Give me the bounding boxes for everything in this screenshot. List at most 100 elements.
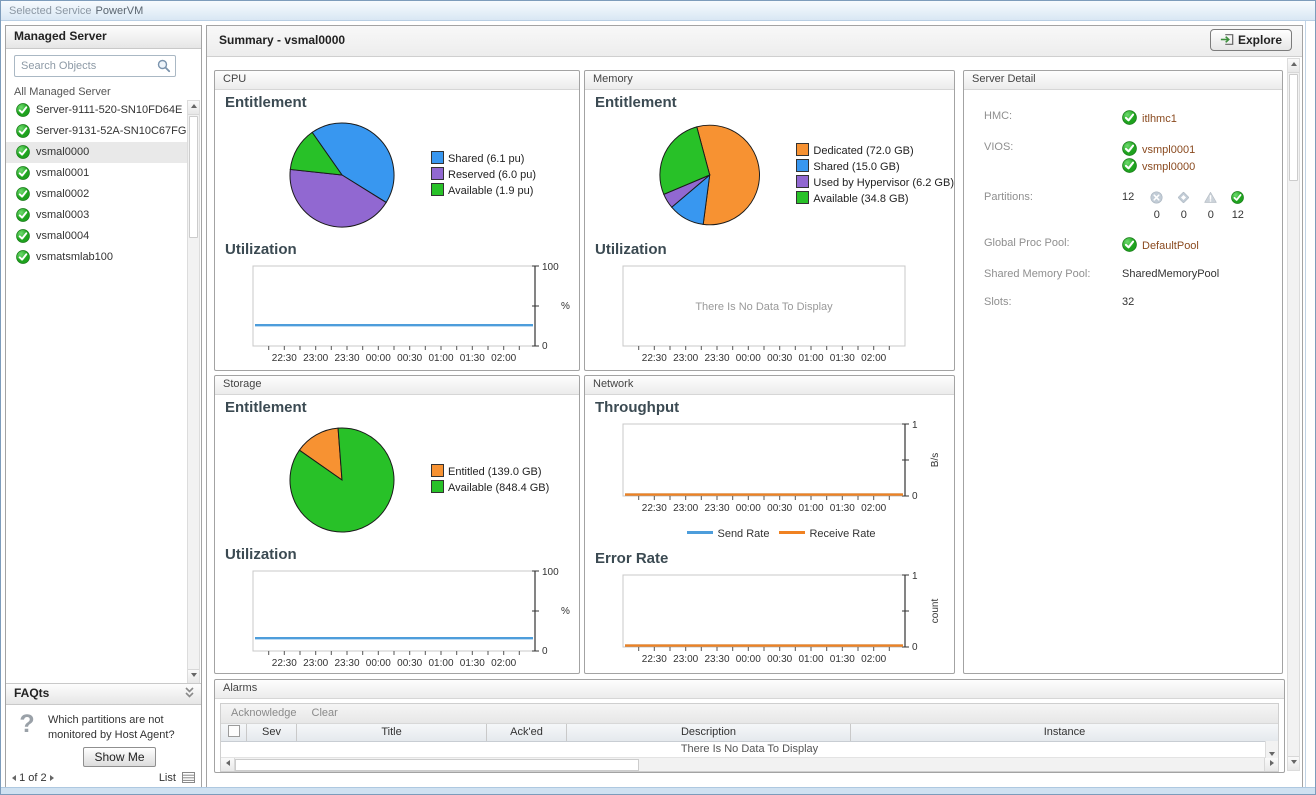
svg-text:01:00: 01:00 [798,503,823,514]
server-list-item[interactable]: vsmatsmlab100 [6,247,187,268]
scrollbar-thumb[interactable] [189,116,198,238]
legend-item: Entitled (139.0 GB) [431,464,549,480]
legend-item: Shared (15.0 GB) [796,159,954,175]
storage-utilization-heading: Utilization [225,546,297,563]
server-list-item[interactable]: vsmal0000 [6,142,187,163]
legend-item: Available (34.8 GB) [796,191,954,207]
memory-panel-title: Memory [585,71,954,90]
svg-text:00:30: 00:30 [767,654,792,665]
hmc-link[interactable]: itlhmc1 [1142,113,1177,125]
partitions-row: Partitions: 12 0 0 [984,191,1282,221]
server-name: vsmal0003 [36,209,90,221]
list-view-icon [182,771,195,789]
server-detail-panel: Server Detail HMC: itlhmc1 VIOS: vsmpl00… [963,70,1283,674]
selected-service-value: PowerVM [95,5,144,17]
server-name: vsmatsmlab100 [36,251,114,263]
svg-text:22:30: 22:30 [642,503,667,514]
status-normal-icon [16,250,30,264]
status-normal-icon [1122,110,1137,125]
scroll-down-icon[interactable] [188,669,199,683]
svg-text:02:00: 02:00 [491,353,516,364]
svg-text:22:30: 22:30 [272,658,297,669]
partitions-label: Partitions: [984,191,1033,203]
select-all-cell [221,724,247,741]
svg-text:%: % [561,301,570,312]
server-list-item[interactable]: vsmal0001 [6,163,187,184]
faqts-header: FAQts [6,684,201,705]
svg-text:0: 0 [542,341,548,352]
svg-text:B/s: B/s [930,453,941,467]
clear-button[interactable]: Clear [311,707,338,719]
column-header-description[interactable]: Description [567,724,851,741]
svg-text:01:00: 01:00 [798,353,823,364]
search-input[interactable] [19,57,153,75]
explore-button[interactable]: Explore [1209,29,1292,51]
svg-text:23:00: 23:00 [303,658,328,669]
status-normal-icon [16,103,30,117]
svg-text:0: 0 [912,642,918,653]
server-name: vsmal0002 [36,188,90,200]
search-icon[interactable] [156,58,172,74]
scroll-left-icon[interactable] [221,758,235,771]
column-header-sev[interactable]: Sev [247,724,297,741]
global-proc-pool-row: Global Proc Pool: DefaultPool [984,237,1282,252]
server-list-item[interactable]: vsmal0003 [6,205,187,226]
server-list-item[interactable]: Server-9111-520-SN10FD64E [6,100,187,121]
pie-legend: Dedicated (72.0 GB) Shared (15.0 GB) Used … [796,143,954,207]
main-dashboard: Summary - vsmal0000 Explore CPU Entitlem… [206,25,1303,788]
alarms-v-scrollbar[interactable] [1265,741,1278,758]
next-page-icon[interactable] [49,775,54,781]
scrollbar-thumb[interactable] [1289,74,1298,181]
server-list-item[interactable]: Server-9131-52A-SN10C67FG [6,121,187,142]
status-normal-icon [16,229,30,243]
server-name: Server-9111-520-SN10FD64E [36,104,183,116]
list-view-button[interactable]: List [159,769,195,789]
svg-text:01:30: 01:30 [830,654,855,665]
scroll-up-icon[interactable] [188,101,199,115]
cpu-utilization-line-chart: 22:30 23:00 23:30 00:00 00:30 01:00 01:30 02:00… [229,260,579,377]
select-all-checkbox[interactable] [227,725,240,737]
scroll-down-icon[interactable] [1288,756,1299,770]
prev-page-icon[interactable] [12,775,16,781]
scroll-right-icon[interactable] [1264,758,1278,771]
storage-panel: Storage Entitlement Entitled (139.0 GB) A… [214,375,580,674]
legend-item: Available (1.9 pu) [431,183,536,199]
status-normal-icon [16,187,30,201]
vios-link[interactable]: vsmpl0001 [1142,144,1196,156]
selected-service-bar: Selected Service PowerVM [1,1,1315,21]
alarms-title: Alarms [215,680,1284,699]
normal-severity-icon [1231,191,1245,204]
sidebar-group-all-managed-server[interactable]: All Managed Server [14,86,111,98]
cpu-panel-title: CPU [215,71,579,90]
sidebar-title: Managed Server [6,26,201,49]
svg-text:02:00: 02:00 [861,654,886,665]
column-header-instance[interactable]: Instance [1043,726,1086,738]
main-scrollbar[interactable] [1287,58,1300,771]
status-normal-icon [1122,237,1137,252]
window-right-edge [1305,21,1306,788]
global-proc-pool-link[interactable]: DefaultPool [1142,240,1199,252]
window-bottom-strip [1,787,1315,794]
column-header-acked[interactable]: Ack'ed [487,724,567,741]
network-error-rate-heading: Error Rate [595,550,669,567]
server-list-item[interactable]: vsmal0004 [6,226,187,247]
svg-text:00:30: 00:30 [397,658,422,669]
h-scrollbar-thumb[interactable] [235,759,639,771]
show-me-button[interactable]: Show Me [83,747,156,767]
alarms-h-scrollbar[interactable] [221,758,1278,771]
server-list-item[interactable]: vsmal0002 [6,184,187,205]
cpu-utilization-heading: Utilization [225,241,297,258]
collapse-chevron-icon[interactable] [184,686,195,705]
vios-label: VIOS: [984,141,1014,153]
critical-severity-icon [1177,191,1190,204]
acknowledge-button[interactable]: Acknowledge [231,707,297,719]
column-header-title[interactable]: Title [297,724,487,741]
status-normal-icon [1122,158,1137,173]
memory-utilization-heading: Utilization [595,241,667,258]
memory-entitlement-pie-chart: Dedicated (72.0 GB) Shared (15.0 GB) Used … [599,113,954,237]
vios-link[interactable]: vsmpl0000 [1142,161,1196,173]
scroll-up-icon[interactable] [1288,59,1299,73]
sidebar-scrollbar[interactable] [187,100,200,684]
svg-text:02:00: 02:00 [861,353,886,364]
search-box [14,55,176,77]
